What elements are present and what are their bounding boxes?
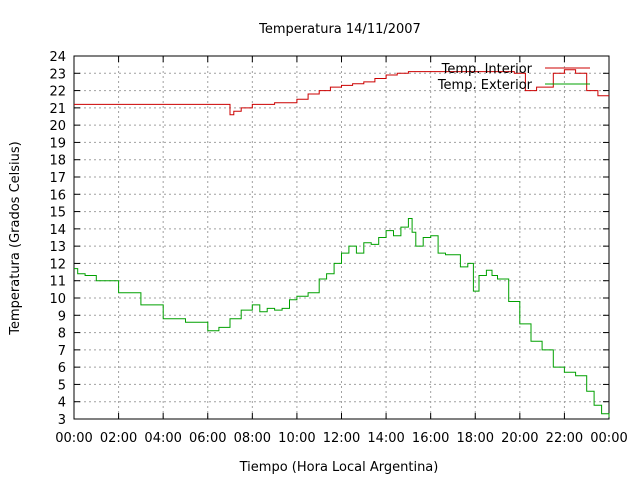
y-tick-label: 21 [49,102,66,117]
x-tick-label: 00:00 [55,431,92,446]
y-tick-label: 8 [58,327,66,342]
y-tick-label: 20 [49,119,66,134]
y-tick-label: 18 [49,154,66,169]
x-axis-ticks: 00:00 02:00 04:00 06:00 08:00 10:00 12:00 14:00… [55,56,628,446]
y-tick-label: 16 [49,188,66,203]
y-axis-ticks: 3 4 5 6 7 8 9 10 11 12 13 14 15 16 17 18 19 20 21 22 23 24 [49,50,609,428]
x-tick-label: 20:00 [501,431,538,446]
y-tick-label: 6 [58,361,66,376]
x-tick-label: 22:00 [546,431,583,446]
x-axis-label: Tiempo (Hora Local Argentina) [239,460,439,475]
y-tick-label: 3 [58,413,66,428]
x-tick-label: 00:00 [590,431,627,446]
y-tick-label: 19 [49,136,66,151]
y-tick-label: 14 [49,223,66,238]
x-tick-label: 08:00 [234,431,271,446]
y-tick-label: 13 [49,240,66,255]
x-tick-label: 02:00 [100,431,137,446]
x-tick-label: 16:00 [412,431,449,446]
y-tick-label: 17 [49,171,66,186]
x-tick-label: 10:00 [278,431,315,446]
x-tick-label: 14:00 [367,431,404,446]
y-tick-label: 22 [49,85,66,100]
x-tick-label: 06:00 [189,431,226,446]
y-tick-label: 24 [49,50,66,65]
y-tick-label: 23 [49,67,66,82]
y-tick-label: 10 [49,292,66,307]
y-tick-label: 11 [49,275,66,290]
legend-label: Temp. Interior [441,62,533,77]
series-line-exterior [74,218,610,418]
y-axis-label: Temperatura (Grados Celsius) [8,141,23,335]
y-tick-label: 4 [58,396,66,411]
y-tick-label: 12 [49,257,66,272]
x-tick-label: 12:00 [323,431,360,446]
y-tick-label: 5 [58,378,66,393]
x-tick-label: 18:00 [457,431,494,446]
y-tick-label: 9 [58,309,66,324]
chart-title: Temperatura 14/11/2007 [258,22,421,37]
series-line-interior [74,69,609,116]
x-tick-label: 04:00 [144,431,181,446]
series-lines [74,69,610,418]
legend-label: Temp. Exterior [437,78,533,93]
y-tick-label: 15 [49,206,66,221]
y-tick-label: 7 [58,344,66,359]
